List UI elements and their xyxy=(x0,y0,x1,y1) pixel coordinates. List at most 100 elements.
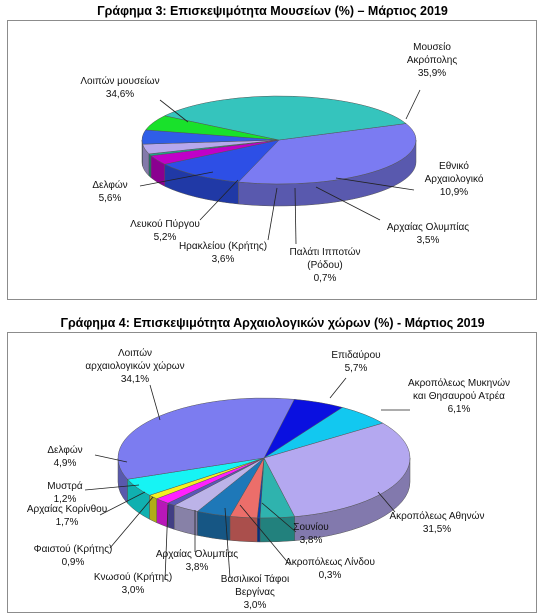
pie1-leader-line-ηρακλείου-κρήτης xyxy=(267,187,278,241)
pie2-leader-line-ακροπόλεως-αθηνών xyxy=(377,491,396,513)
data-label-text: Κνωσού (Κρήτης) xyxy=(94,571,172,583)
data-label-text: Βεργίνας xyxy=(235,586,275,598)
pie2-label-αρχαίας-κορίνθου: Αρχαίας Κορίνθου 1,7% xyxy=(27,503,107,528)
pie2-label-δελφών: Δελφών 4,9% xyxy=(47,444,82,469)
pie2-leader-line-λοιπών-αρχαιολογικών-χώρων xyxy=(149,384,161,421)
data-label-text: Μουσείο xyxy=(413,41,451,53)
data-label-value: 0,7% xyxy=(314,273,337,284)
pie-chart-1: Μουσείο Ακρόπολης 35,9% Εθνικό Αρχαιολογικό 1… xyxy=(80,41,483,284)
pie1-label-παλάτι-ιπποτών-ρόδου: Παλάτι Ιπποτών (Ρόδου) 0,7% xyxy=(289,246,360,284)
pie2-leader-line-φαιστού-κρήτης xyxy=(109,496,154,549)
data-label-text: Ακροπόλεως Αθηνών xyxy=(390,510,485,522)
pie2-leader-line-αρχαίας-κορίνθου xyxy=(99,491,146,516)
pie2-label-μυστρά: Μυστρά 1,2% xyxy=(47,480,83,505)
pie2-side-ακροπόλεως-λίνδου xyxy=(257,517,261,543)
data-label-text: Αρχαίας Ολυμπίας xyxy=(156,548,238,560)
data-label-text: Λοιπών μουσείων xyxy=(80,75,159,87)
data-label-text: Λευκού Πύργου xyxy=(130,218,200,230)
data-label-text: Εθνικό xyxy=(439,160,469,172)
chart-2-title: Γράφημα 4: Επισκεψιμότητα Αρχαιολογικών … xyxy=(60,316,485,330)
data-label-text: Δελφών xyxy=(47,444,82,456)
data-label-value: 3,8% xyxy=(300,535,323,546)
data-label-text: Φαιστού (Κρήτης) xyxy=(34,543,113,555)
data-label-text: Σουνίου xyxy=(293,521,328,533)
data-label-value: 10,9% xyxy=(440,187,468,198)
data-label-text: και Θησαυρού Ατρέα xyxy=(413,390,505,402)
pie2-label-ακροπόλεως-μυκηνών-και-θησαυρού-ατρέα: Ακροπόλεως Μυκηνών και Θησαυρού Ατρέα 6,1% xyxy=(408,377,510,415)
pie1-label-λευκού-πύργου: Λευκού Πύργου 5,2% xyxy=(130,218,200,243)
pie1-label-ηρακλείου-κρήτης: Ηρακλείου (Κρήτης) 3,6% xyxy=(179,240,267,265)
pie1-slice-λοιπών-μουσείων xyxy=(163,95,407,141)
pie1-leader-line-μουσείο-ακρόπολης xyxy=(405,89,421,120)
pie2-label-κνωσού-κρήτης: Κνωσού (Κρήτης) 3,0% xyxy=(94,571,172,596)
data-label-text: Επιδαύρου xyxy=(331,349,380,361)
data-label-value: 5,2% xyxy=(154,232,177,243)
data-label-text: Δελφών xyxy=(92,179,127,191)
pie1-leader-line-λευκού-πύργου xyxy=(199,179,239,221)
pie2-label-λοιπών-αρχαιολογικών-χώρων: Λοιπών αρχαιολογικών χώρων 34,1% xyxy=(85,347,184,385)
data-label-text: Βασιλικοί Τάφοι xyxy=(221,573,289,585)
pie2-leader-line-επιδαύρου xyxy=(329,377,347,399)
pie1-leader-line-παλάτι-ιπποτών-ρόδου xyxy=(294,187,297,245)
pie2-side-φαιστού-κρήτης xyxy=(167,502,175,530)
data-label-text: Αρχαιολογικό xyxy=(425,173,484,185)
data-label-value: 3,0% xyxy=(122,585,145,596)
pie2-leader-line-ακροπόλεως-λίνδου xyxy=(239,504,291,566)
pie1-leader-line-λοιπών-μουσείων xyxy=(159,99,189,123)
pie2-label-ακροπόλεως-αθηνών: Ακροπόλεως Αθηνών 31,5% xyxy=(390,510,485,535)
data-label-value: 3,0% xyxy=(244,600,267,611)
data-label-value: 5,7% xyxy=(345,363,368,374)
data-label-value: 0,3% xyxy=(319,570,342,581)
pie1-slice-μουσείο-ακρόπολης xyxy=(237,123,417,185)
data-label-text: Παλάτι Ιπποτών xyxy=(289,246,360,258)
data-label-value: 34,6% xyxy=(106,89,134,100)
data-label-value: 1,7% xyxy=(56,517,79,528)
pie2-slice-ακροπόλεως-αθηνών xyxy=(263,422,411,517)
data-label-value: 4,9% xyxy=(54,458,77,469)
pie2-leader-line-σουνίου xyxy=(261,502,297,533)
pie2-label-ακροπόλεως-λίνδου: Ακροπόλεως Λίνδου 0,3% xyxy=(285,556,375,581)
pie1-label-αρχαίας-ολυμπίας: Αρχαίας Ολυμπίας 3,5% xyxy=(387,221,469,246)
pie2-leader-line-βασιλικοί-τάφοι-βεργίνας xyxy=(224,507,231,579)
pie2-side-βασιλικοί-τάφοι-βεργίνας xyxy=(229,516,258,543)
pie-chart-2: Επιδαύρου 5,7% Ακροπόλεως Μυκηνών και Θησαυ… xyxy=(27,347,510,611)
data-label-text: Ακροπόλεως Μυκηνών xyxy=(408,377,510,389)
pie2-label-αρχαίας-ολυμπίας: Αρχαίας Ολυμπίας 3,8% xyxy=(156,548,238,573)
pie1-label-δελφών: Δελφών 5,6% xyxy=(92,179,127,204)
pie2-slice-λοιπών-αρχαιολογικών-χώρων xyxy=(117,397,295,480)
pie2-leader-line-κνωσού-κρήτης xyxy=(164,504,169,581)
data-label-value: 1,2% xyxy=(54,494,77,505)
pie1-label-μουσείο-ακρόπολης: Μουσείο Ακρόπολης 35,9% xyxy=(407,41,457,79)
data-label-text: Ακρόπολης xyxy=(407,54,457,66)
data-label-value: 35,9% xyxy=(418,68,446,79)
data-label-value: 31,5% xyxy=(423,524,451,535)
data-label-text: Αρχαίας Ολυμπίας xyxy=(387,221,469,233)
pie2-leader-line-δελφών xyxy=(94,454,128,463)
data-label-text: Ηρακλείου (Κρήτης) xyxy=(179,240,267,252)
pie1-leader-line-αρχαίας-ολυμπίας xyxy=(315,186,381,221)
pie2-label-φαιστού-κρήτης: Φαιστού (Κρήτης) 0,9% xyxy=(34,543,113,568)
data-label-value: 3,8% xyxy=(186,562,209,573)
pie2-label-βασιλικοί-τάφοι-βεργίνας: Βασιλικοί Τάφοι Βεργίνας 3,0% xyxy=(221,573,289,611)
pie1-label-λοιπών-μουσείων: Λοιπών μουσείων 34,6% xyxy=(80,75,159,100)
pie1-side-παλάτι-ιπποτών-ρόδου xyxy=(148,153,152,179)
data-label-value: 34,1% xyxy=(121,374,149,385)
data-label-text: Λοιπών xyxy=(118,347,152,359)
data-label-text: (Ρόδου) xyxy=(307,259,343,271)
pie2-side-σουνίου xyxy=(259,516,295,543)
data-label-value: 3,5% xyxy=(417,235,440,246)
data-label-value: 6,1% xyxy=(448,404,471,415)
pie2-label-επιδαύρου: Επιδαύρου 5,7% xyxy=(331,349,380,374)
data-label-text: Ακροπόλεως Λίνδου xyxy=(285,556,375,568)
pie2-side-αρχαίας-κορίνθου xyxy=(156,498,169,528)
data-label-value: 5,6% xyxy=(99,193,122,204)
pie2-leader-line-μυστρά xyxy=(84,484,140,491)
pie1-leader-line-εθνικό-αρχαιολογικό xyxy=(335,177,415,191)
data-label-text: Μυστρά xyxy=(47,480,83,492)
pie1-leader-line-δελφών xyxy=(139,171,214,187)
pie1-label-εθνικό-αρχαιολογικό: Εθνικό Αρχαιολογικό 10,9% xyxy=(425,160,484,198)
data-label-text: Αρχαίας Κορίνθου xyxy=(27,503,107,515)
pie2-label-σουνίου: Σουνίου 3,8% xyxy=(293,521,328,546)
data-label-value: 3,6% xyxy=(212,254,235,265)
